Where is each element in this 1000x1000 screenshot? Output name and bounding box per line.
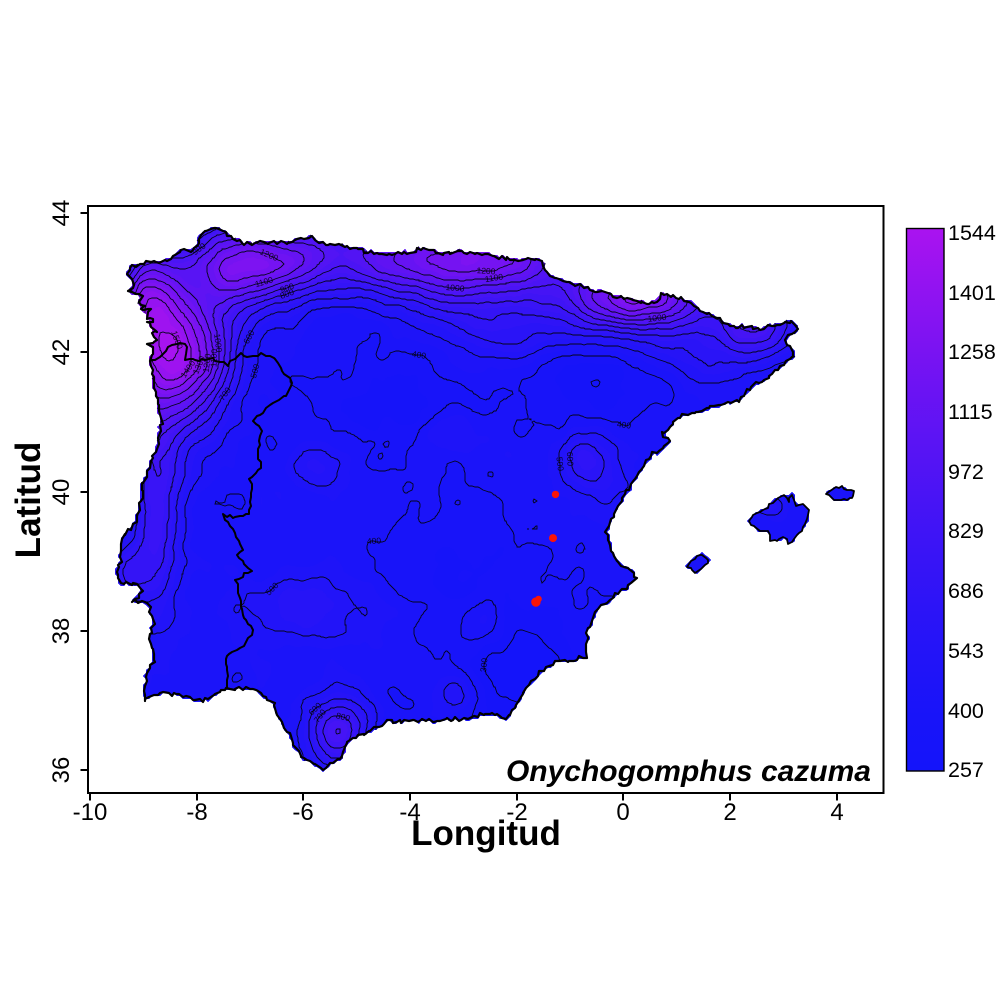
svg-text:0: 0 (616, 799, 629, 826)
svg-text:1401: 1401 (948, 281, 996, 305)
svg-text:1258: 1258 (948, 340, 996, 364)
svg-text:1100: 1100 (254, 274, 275, 289)
svg-text:686: 686 (948, 579, 984, 603)
svg-text:300: 300 (478, 657, 489, 672)
svg-text:1200: 1200 (201, 353, 214, 373)
svg-text:800: 800 (279, 287, 296, 301)
svg-text:800: 800 (335, 710, 351, 723)
svg-text:-8: -8 (186, 799, 207, 826)
svg-text:1000: 1000 (445, 282, 465, 294)
svg-text:400: 400 (616, 419, 632, 431)
svg-text:36: 36 (48, 757, 75, 784)
svg-text:500: 500 (248, 363, 261, 380)
svg-text:-10: -10 (73, 799, 108, 826)
svg-text:543: 543 (948, 639, 984, 663)
svg-text:829: 829 (948, 519, 984, 543)
svg-text:42: 42 (48, 339, 75, 366)
svg-text:4: 4 (830, 799, 843, 826)
svg-text:972: 972 (948, 460, 984, 484)
svg-text:1100: 1100 (484, 271, 504, 284)
svg-text:40: 40 (48, 479, 75, 506)
svg-text:-2: -2 (506, 799, 527, 826)
svg-text:257: 257 (948, 758, 984, 782)
svg-text:Longitud: Longitud (411, 814, 561, 853)
svg-text:400: 400 (948, 699, 984, 723)
svg-text:400: 400 (411, 349, 427, 361)
svg-text:500: 500 (554, 456, 566, 472)
svg-text:1200: 1200 (476, 265, 496, 276)
svg-text:44: 44 (48, 200, 75, 227)
svg-text:1115: 1115 (948, 400, 993, 424)
svg-text:1000: 1000 (212, 333, 224, 353)
svg-text:1000: 1000 (647, 312, 667, 324)
svg-text:-4: -4 (399, 799, 420, 826)
svg-text:2: 2 (723, 799, 736, 826)
svg-text:400: 400 (367, 535, 382, 546)
svg-text:-6: -6 (292, 799, 313, 826)
svg-text:600: 600 (565, 452, 576, 467)
svg-text:38: 38 (48, 618, 75, 645)
svg-text:1544: 1544 (948, 221, 996, 245)
svg-text:Onychogomphus cazuma: Onychogomphus cazuma (506, 755, 871, 788)
svg-text:900: 900 (279, 281, 296, 295)
svg-text:Latitud: Latitud (9, 442, 48, 559)
svg-text:1100: 1100 (208, 348, 219, 367)
